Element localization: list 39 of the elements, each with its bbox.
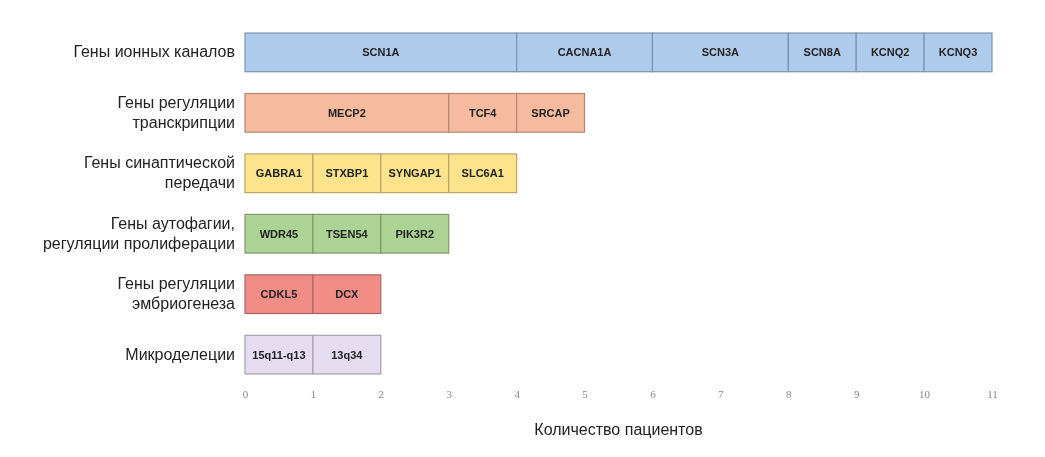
series-label: GABRA1 [255,167,303,180]
y-tick-label: Гены аутофагии, регуляции пролиферации [42,214,235,252]
y-tick-label: Гены регуляции транскрипции [117,93,235,131]
x-tick-label: 0 [242,387,249,400]
y-tick-label: Микроделеции [125,345,235,363]
series-label: KCNQ3 [938,46,978,59]
series-label: SCN1A [362,46,400,59]
series-label: DCX [335,288,360,301]
series-label: CACNA1A [557,46,612,59]
series-label: SRCAP [531,106,570,119]
x-tick-label: 9 [853,387,860,400]
series-label: MECP2 [327,106,366,119]
x-axis-title: Количество пациентов [534,421,703,438]
series-label: WDR45 [259,227,299,240]
series-label: TCF4 [468,106,498,119]
y-tick-label: Гены регуляции эмбриогенеза [117,275,236,313]
series-label: 15q11-q13 [252,348,306,361]
x-tick-label: 1 [310,387,317,400]
series-label: SCN3A [701,46,740,59]
x-tick-label: 7 [718,387,725,400]
x-tick-label: 3 [446,387,453,400]
y-tick-label: Гены ионных каналов [73,43,235,61]
x-tick-label: 6 [650,387,657,400]
y-tick-label: Гены синаптической передачи [83,154,235,192]
series-label: SYNGAP1 [388,167,442,180]
series-label: 13q34 [331,348,364,361]
x-tick-label: 2 [378,387,385,400]
series-label: TSEN54 [326,227,369,240]
x-tick-label: 8 [786,387,793,400]
series-label: STXBP1 [325,167,369,180]
x-tick-label: 10 [919,387,931,400]
series-label: CDKL5 [260,288,298,301]
x-tick-label: 4 [514,387,521,400]
x-tick-label: 11 [987,387,998,400]
series-label: SLC6A1 [461,167,504,180]
x-tick-label: 5 [582,387,589,400]
series-label: SCN8A [803,46,841,59]
series-label: PIK3R2 [395,227,435,240]
series-label: KCNQ2 [870,46,910,59]
